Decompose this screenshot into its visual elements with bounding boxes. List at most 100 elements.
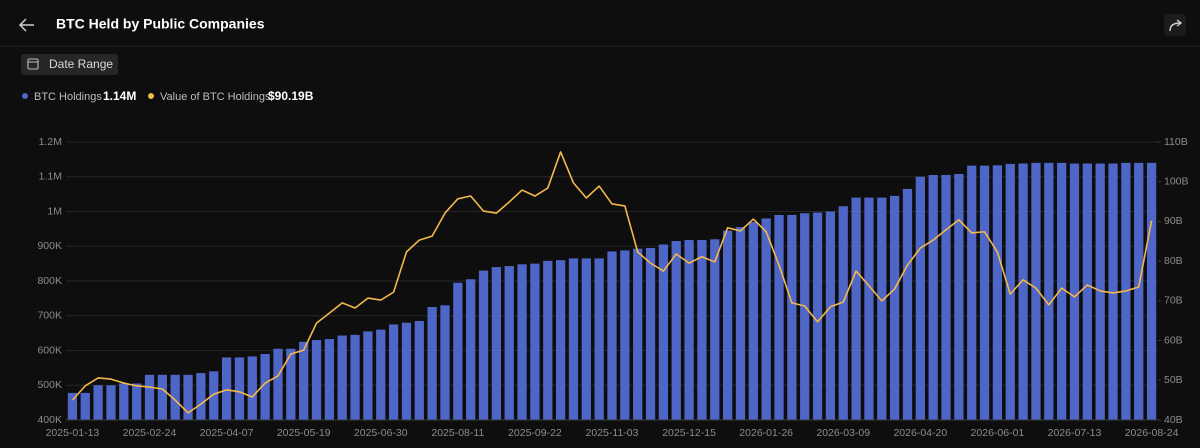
bar xyxy=(992,165,1003,420)
bar xyxy=(196,373,206,420)
bar xyxy=(299,341,309,420)
y2-tick-label: 50B xyxy=(1164,374,1183,386)
legend-swatch xyxy=(22,93,28,99)
x-tick-label: 2026-07-13 xyxy=(1048,427,1102,439)
bar xyxy=(864,197,874,420)
bar xyxy=(80,392,90,420)
bar xyxy=(67,392,78,420)
bar xyxy=(710,239,720,420)
bar xyxy=(838,206,848,420)
bar xyxy=(671,241,681,420)
bar xyxy=(260,353,270,420)
bar xyxy=(209,371,219,420)
bar xyxy=(607,251,617,420)
share-button[interactable] xyxy=(1164,14,1186,36)
bar xyxy=(504,266,514,420)
date-range-label[interactable]: Date Range xyxy=(49,57,113,71)
x-tick-label: 2025-06-30 xyxy=(354,427,408,439)
y-tick-label: 500K xyxy=(37,379,62,391)
x-tick-label: 2025-02-24 xyxy=(123,427,177,439)
bar xyxy=(761,218,771,420)
x-tick-label: 2026-03-09 xyxy=(816,427,870,439)
y-tick-label: 800K xyxy=(37,275,62,287)
bar xyxy=(286,348,296,420)
bar xyxy=(414,320,424,420)
bar xyxy=(633,248,643,420)
bar xyxy=(234,357,245,420)
y2-tick-label: 70B xyxy=(1164,295,1183,307)
y-tick-label: 1.2M xyxy=(39,136,62,148)
bar xyxy=(902,188,913,420)
y2-tick-label: 60B xyxy=(1164,334,1183,346)
bar xyxy=(915,176,925,420)
bar xyxy=(1057,162,1067,420)
legend-label: Value of BTC Holdings xyxy=(160,91,271,103)
bar xyxy=(581,258,591,420)
x-tick-label: 2025-05-19 xyxy=(277,427,331,439)
bar xyxy=(440,305,450,420)
bar xyxy=(967,165,977,420)
bar xyxy=(1018,163,1028,421)
bar xyxy=(157,374,167,420)
line xyxy=(71,151,1153,414)
x-tick-label: 2025-11-03 xyxy=(586,427,639,439)
bar xyxy=(1134,162,1144,420)
date-range-button[interactable]: Date Range xyxy=(21,54,118,75)
bar xyxy=(568,258,579,420)
y2-tick-label: 100B xyxy=(1164,175,1189,187)
bar xyxy=(774,214,784,420)
bar xyxy=(748,221,758,420)
bar xyxy=(93,385,103,420)
bar xyxy=(658,244,669,420)
bar xyxy=(478,270,489,420)
bar xyxy=(928,175,938,420)
bar xyxy=(247,356,257,420)
bar xyxy=(132,383,142,420)
y-tick-label: 400K xyxy=(37,414,62,426)
bar xyxy=(979,165,990,420)
bar xyxy=(376,329,386,420)
y2-tick-label: 110B xyxy=(1164,136,1188,148)
bar xyxy=(735,227,746,420)
bar xyxy=(941,175,951,420)
bar xyxy=(543,260,553,420)
bar xyxy=(1082,163,1092,421)
bar xyxy=(1108,163,1118,421)
bar xyxy=(453,282,463,420)
bar xyxy=(517,264,527,420)
bar xyxy=(684,239,694,420)
y2-tick-label: 40B xyxy=(1164,414,1183,426)
y2-tick-label: 90B xyxy=(1164,215,1183,227)
y-tick-label: 700K xyxy=(37,310,62,322)
bar xyxy=(337,335,347,420)
x-tick-label: 2025-04-07 xyxy=(200,427,254,439)
bar xyxy=(183,374,193,420)
bar xyxy=(555,260,566,420)
x-tick-label: 2025-12-15 xyxy=(662,427,716,439)
legend-swatch xyxy=(148,93,154,99)
bar xyxy=(877,197,887,420)
bar xyxy=(170,374,180,420)
bar xyxy=(350,334,360,420)
bar xyxy=(620,250,630,420)
bar xyxy=(363,331,373,420)
bar xyxy=(800,213,810,420)
y2-tick-label: 80B xyxy=(1164,255,1183,267)
x-tick-label: 2025-09-22 xyxy=(508,427,562,439)
bar xyxy=(1031,162,1041,420)
bar xyxy=(890,195,900,420)
page-title: BTC Held by Public Companies xyxy=(56,16,265,32)
back-button[interactable] xyxy=(18,18,34,32)
bar xyxy=(273,348,283,420)
y-tick-label: 1M xyxy=(47,205,62,217)
y-tick-label: 1.1M xyxy=(39,171,62,183)
bar xyxy=(722,230,733,420)
bar xyxy=(491,267,502,420)
x-tick-label: 2025-01-13 xyxy=(46,427,100,439)
bar xyxy=(697,239,707,420)
bar xyxy=(851,197,861,420)
bar xyxy=(954,173,964,420)
x-tick-label: 2026-08-24 xyxy=(1125,427,1179,439)
